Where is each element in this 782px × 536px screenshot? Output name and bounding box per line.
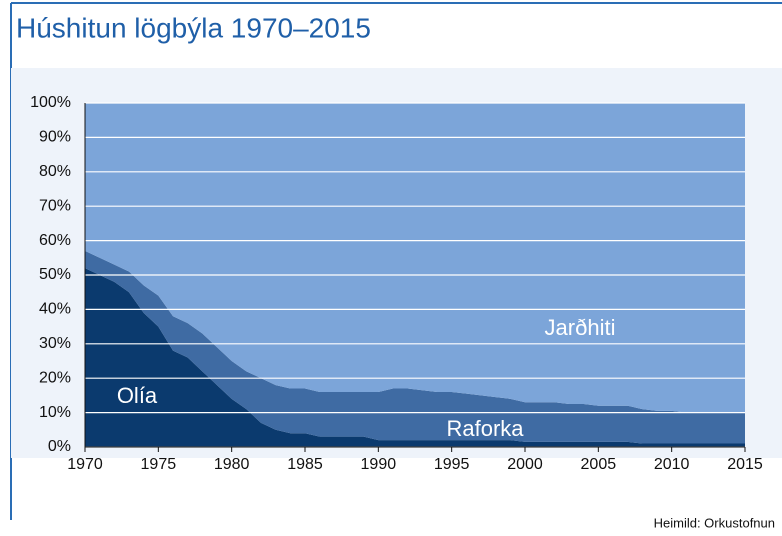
x-tick-label: 2005 bbox=[581, 456, 617, 473]
y-tick-label: 10% bbox=[39, 404, 71, 421]
y-tick-label: 60% bbox=[39, 232, 71, 249]
chart-title: Húshitun lögbýla 1970–2015 bbox=[16, 12, 371, 43]
x-tick-label: 1980 bbox=[214, 456, 250, 473]
y-tick-label: 40% bbox=[39, 301, 71, 318]
y-tick-label: 0% bbox=[48, 438, 71, 455]
x-tick-label: 1970 bbox=[67, 456, 103, 473]
source: Heimild: Orkustofnun bbox=[654, 515, 775, 530]
y-tick-label: 70% bbox=[39, 197, 71, 214]
area bbox=[85, 103, 745, 413]
area-label: Olía bbox=[117, 383, 158, 408]
x-tick-label: 2000 bbox=[507, 456, 543, 473]
x-tick-label: 2015 bbox=[727, 456, 763, 473]
area bbox=[85, 250, 745, 444]
y-tick-label: 80% bbox=[39, 163, 71, 180]
x-tick-label: 1990 bbox=[361, 456, 397, 473]
y-tick-label: 100% bbox=[30, 94, 71, 111]
area bbox=[85, 268, 745, 447]
x-tick-label: 1995 bbox=[434, 456, 470, 473]
y-tick-label: 20% bbox=[39, 369, 71, 386]
x-tick-label: 1975 bbox=[141, 456, 177, 473]
area-label: Raforka bbox=[446, 416, 524, 441]
x-tick-label: 2010 bbox=[654, 456, 690, 473]
y-tick-label: 30% bbox=[39, 335, 71, 352]
area-label: Jarðhiti bbox=[545, 315, 616, 340]
x-tick-label: 1985 bbox=[287, 456, 323, 473]
y-tick-label: 50% bbox=[39, 266, 71, 283]
y-tick-label: 90% bbox=[39, 129, 71, 146]
